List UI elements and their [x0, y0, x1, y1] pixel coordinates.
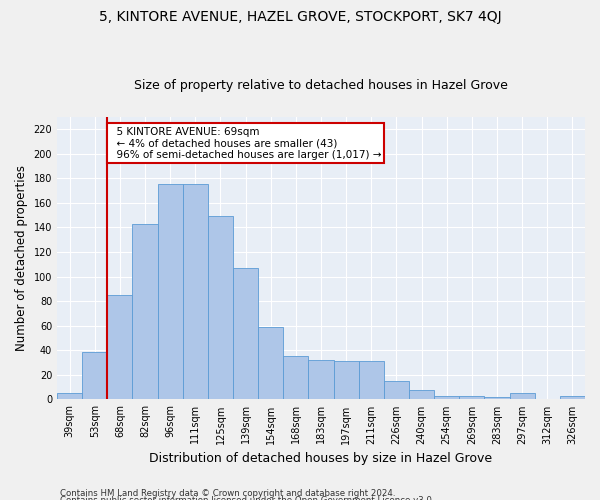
- Bar: [283, 356, 308, 400]
- Bar: [57, 394, 82, 400]
- Bar: [484, 397, 509, 400]
- Bar: [560, 396, 585, 400]
- Bar: [158, 184, 183, 400]
- Bar: [384, 381, 409, 400]
- Bar: [133, 224, 158, 400]
- Bar: [308, 360, 334, 400]
- Title: Size of property relative to detached houses in Hazel Grove: Size of property relative to detached ho…: [134, 79, 508, 92]
- Y-axis label: Number of detached properties: Number of detached properties: [15, 165, 28, 351]
- X-axis label: Distribution of detached houses by size in Hazel Grove: Distribution of detached houses by size …: [149, 452, 493, 465]
- Bar: [233, 268, 258, 400]
- Bar: [82, 352, 107, 400]
- Bar: [258, 327, 283, 400]
- Bar: [459, 396, 484, 400]
- Bar: [359, 362, 384, 400]
- Bar: [409, 390, 434, 400]
- Bar: [334, 362, 359, 400]
- Text: 5 KINTORE AVENUE: 69sqm
  ← 4% of detached houses are smaller (43)
  96% of semi: 5 KINTORE AVENUE: 69sqm ← 4% of detached…: [110, 126, 382, 160]
- Text: 5, KINTORE AVENUE, HAZEL GROVE, STOCKPORT, SK7 4QJ: 5, KINTORE AVENUE, HAZEL GROVE, STOCKPOR…: [98, 10, 502, 24]
- Bar: [434, 396, 459, 400]
- Bar: [208, 216, 233, 400]
- Bar: [509, 394, 535, 400]
- Bar: [183, 184, 208, 400]
- Text: Contains HM Land Registry data © Crown copyright and database right 2024.: Contains HM Land Registry data © Crown c…: [60, 488, 395, 498]
- Bar: [107, 295, 133, 400]
- Text: Contains public sector information licensed under the Open Government Licence v3: Contains public sector information licen…: [60, 496, 434, 500]
